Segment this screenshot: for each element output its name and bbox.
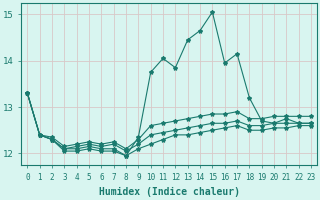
X-axis label: Humidex (Indice chaleur): Humidex (Indice chaleur): [99, 187, 240, 197]
